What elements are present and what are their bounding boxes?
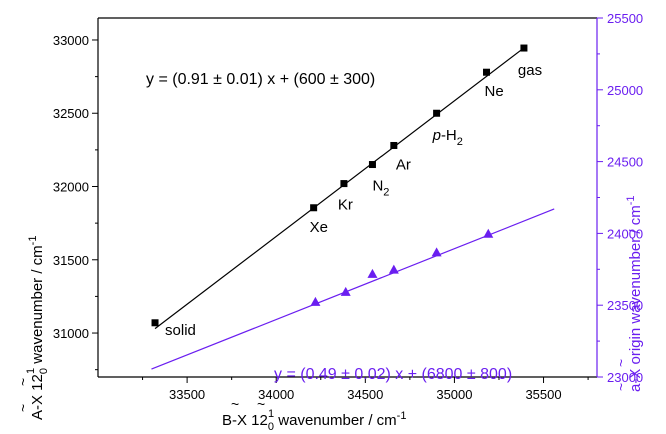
x-title-sub: 0 bbox=[268, 421, 274, 433]
yl-title-unit-sup: -1 bbox=[27, 236, 39, 246]
x-title-unit-sup: -1 bbox=[397, 410, 407, 422]
left-y-tick-label: 32500 bbox=[53, 106, 89, 121]
point-label-text: gas bbox=[518, 62, 542, 79]
point-label: Ar bbox=[396, 156, 411, 173]
left-y-tick-label: 31000 bbox=[53, 326, 89, 341]
point-label-subscript: 2 bbox=[457, 136, 463, 148]
x-title-main: B-X 12 bbox=[222, 412, 268, 429]
left-y-axis-title: A-X 1201 wavenumber / cm-1 ~ ~ bbox=[15, 236, 50, 420]
point-label-subscript: 2 bbox=[383, 187, 389, 199]
triangle-marker bbox=[310, 296, 321, 306]
black-fit-line bbox=[154, 46, 527, 330]
square-marker bbox=[151, 319, 159, 327]
x-title-tail: wavenumber / cm bbox=[274, 412, 397, 429]
right-y-tick-label: 23500 bbox=[607, 298, 643, 313]
yl-title-sup: 1 bbox=[25, 368, 37, 374]
yr-title-tilde-1: ~ bbox=[613, 383, 629, 391]
square-marker bbox=[340, 180, 348, 188]
square-marker bbox=[483, 68, 491, 76]
point-label: Ne bbox=[485, 83, 504, 100]
point-label: gas bbox=[518, 62, 542, 79]
x-title-tilde-2: ~ bbox=[257, 396, 265, 412]
point-label-italic: p bbox=[432, 127, 441, 144]
plot-frame bbox=[97, 17, 598, 378]
point-label-text: Kr bbox=[338, 197, 353, 214]
point-label-text: N bbox=[372, 178, 383, 195]
point-label-rest: -H bbox=[441, 127, 457, 144]
x-tick-label: 33500 bbox=[169, 387, 205, 402]
x-tick-label: 34500 bbox=[347, 387, 383, 402]
right-y-tick-label: 24500 bbox=[607, 155, 643, 170]
x-title-sup: 1 bbox=[268, 408, 274, 420]
x-axis-ticks: 33500 34000 34500 35000 35500 bbox=[142, 377, 589, 402]
x-tick-label: 34000 bbox=[258, 387, 294, 402]
right-y-tick-label: 25500 bbox=[607, 11, 643, 26]
yr-title-tilde-2: ~ bbox=[613, 359, 629, 367]
square-marker bbox=[433, 109, 441, 117]
yl-title-tail: wavenumber / cm bbox=[29, 245, 46, 368]
black-fit-equation: y = (0.91 ± 0.01) x + (600 ± 300) bbox=[146, 71, 375, 88]
point-label-text: Xe bbox=[310, 219, 328, 236]
triangle-marker bbox=[388, 264, 399, 274]
yl-title-main: A-X 12 bbox=[29, 374, 46, 420]
point-label: N2 bbox=[372, 178, 389, 199]
svg-text:B-X 1201 wavenumber / cm-1: B-X 1201 wavenumber / cm-1 bbox=[222, 408, 406, 433]
yl-title-tilde-2: ~ bbox=[15, 378, 31, 386]
right-y-tick-label: 24000 bbox=[607, 226, 643, 241]
x-axis-title: B-X 1201 wavenumber / cm-1 ~ ~ bbox=[222, 396, 406, 433]
right-y-tick-label: 23000 bbox=[607, 370, 643, 385]
square-marker bbox=[390, 141, 398, 149]
square-marker bbox=[310, 204, 318, 212]
purple-fit-line bbox=[151, 208, 555, 370]
triangle-marker bbox=[431, 247, 442, 257]
left-y-tick-label: 31500 bbox=[53, 253, 89, 268]
right-y-axis-title: a-X origin wavenumber / cm-1 ~ ~ bbox=[613, 195, 644, 392]
right-y-tick-label: 25000 bbox=[607, 83, 643, 98]
purple-fit-equation: y = (0.49 ± 0.02) x + (6800 ± 800) bbox=[274, 366, 512, 383]
svg-text:a-X origin wavenumber / cm-1: a-X origin wavenumber / cm-1 bbox=[625, 195, 644, 392]
square-marker bbox=[520, 44, 528, 52]
svg-text:A-X 1201 wavenumber / cm-1: A-X 1201 wavenumber / cm-1 bbox=[25, 236, 50, 420]
yr-title-unit-sup: -1 bbox=[625, 195, 637, 205]
left-y-tick-label: 33000 bbox=[53, 33, 89, 48]
yl-title-tilde-1: ~ bbox=[15, 404, 31, 412]
x-tick-label: 35000 bbox=[436, 387, 472, 402]
square-marker bbox=[368, 161, 376, 169]
x-tick-label: 35500 bbox=[525, 387, 561, 402]
left-y-axis-ticks: 31000 31500 32000 32500 33000 bbox=[53, 33, 98, 371]
yr-title-main: a-X origin wavenumber / cm bbox=[627, 205, 644, 392]
data-markers bbox=[151, 44, 528, 327]
yl-title-sub: 0 bbox=[38, 368, 50, 374]
triangle-marker bbox=[367, 268, 378, 278]
right-y-axis-ticks: 23000 23500 24000 24500 25000 25500 bbox=[597, 11, 643, 385]
triangle-marker bbox=[340, 286, 351, 296]
left-y-tick-label: 32000 bbox=[53, 180, 89, 195]
point-label: Xe bbox=[310, 219, 328, 236]
point-label: Kr bbox=[338, 197, 353, 214]
point-label: solid bbox=[165, 322, 196, 339]
point-label-text: Ne bbox=[485, 83, 504, 100]
point-label-text: Ar bbox=[396, 156, 411, 173]
x-title-tilde-1: ~ bbox=[231, 396, 239, 412]
point-label-text: solid bbox=[165, 322, 196, 339]
point-label: p-H2 bbox=[432, 127, 463, 148]
triangle-marker bbox=[483, 228, 494, 238]
